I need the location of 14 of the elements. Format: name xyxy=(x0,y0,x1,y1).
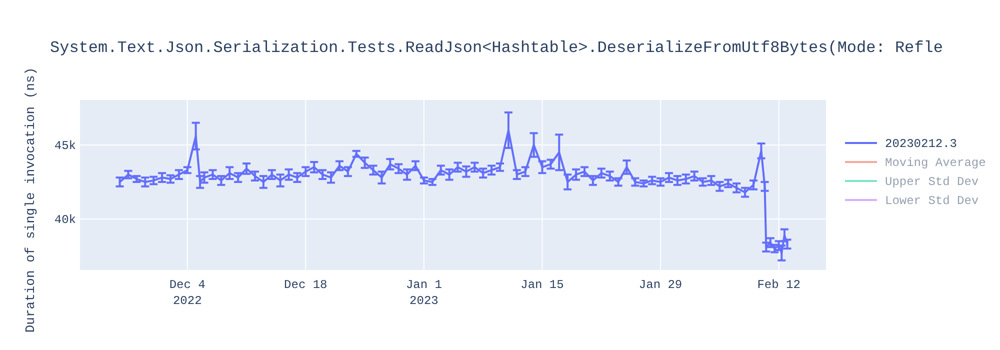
y-axis-title: Duration of single invocation (ns) xyxy=(23,67,38,333)
legend-label: Upper Std Dev xyxy=(885,175,979,189)
x-tick-label: Jan 29 xyxy=(638,278,682,292)
x-tick-label: Dec 18 xyxy=(284,278,328,292)
x-tick-label: Jan 15 xyxy=(520,278,564,292)
y-tick-label: 45k xyxy=(54,138,76,153)
legend-label: Moving Average xyxy=(885,156,986,170)
legend-label: Lower Std Dev xyxy=(885,194,979,208)
chart-title: System.Text.Json.Serialization.Tests.ReadJson<Hashtable>.DeserializeFromUtf8Bytes(Mode: Refle xyxy=(50,39,943,57)
x-tick-label: Jan 1 2023 xyxy=(406,278,442,308)
legend-label: 20230212.3 xyxy=(885,137,958,151)
x-tick-label: Feb 12 xyxy=(757,278,800,292)
y-tick-label: 40k xyxy=(54,212,76,227)
x-tick-label: Dec 4 2022 xyxy=(169,278,206,308)
